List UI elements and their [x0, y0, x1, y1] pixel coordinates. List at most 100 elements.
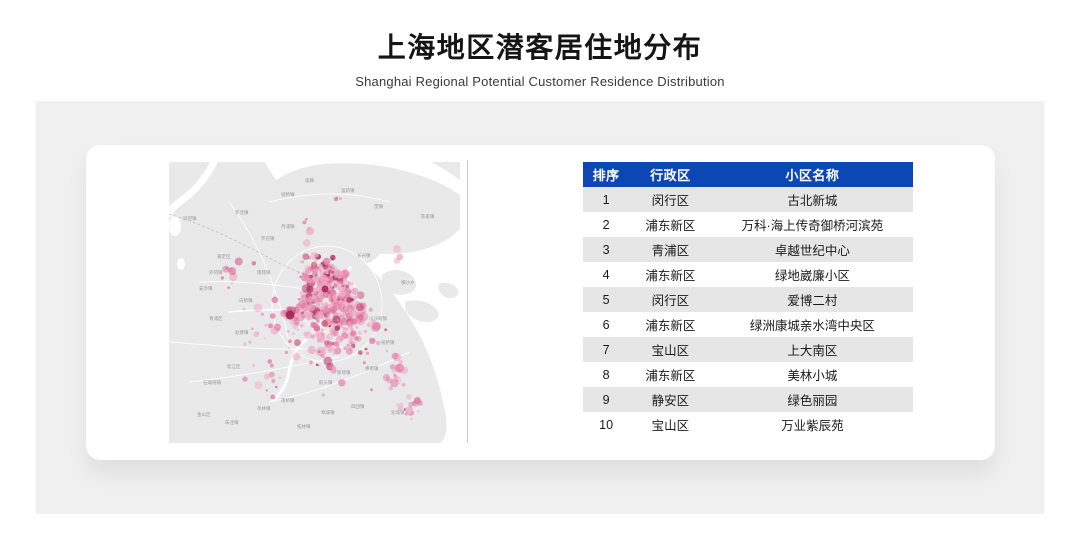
customer-dot — [329, 294, 333, 299]
customer-dot — [347, 309, 351, 313]
customer-dot — [330, 266, 335, 270]
customer-dot — [308, 274, 313, 279]
customer-dot — [389, 364, 396, 370]
customer-dot — [325, 270, 329, 274]
customer-dot — [332, 351, 336, 355]
customer-dot — [300, 259, 304, 264]
table-row: 5 闵行区 爱博二村 — [583, 287, 913, 312]
customer-dot — [353, 336, 359, 341]
customer-dot — [312, 263, 316, 267]
customer-dot — [343, 346, 348, 350]
customer-dot — [345, 348, 353, 355]
customer-dot — [366, 322, 372, 328]
map-label: 罗泾镇 — [235, 209, 249, 216]
customer-dot — [307, 316, 311, 320]
customer-dot — [364, 347, 368, 351]
customer-dot — [393, 245, 401, 253]
district-cell: 浦东新区 — [645, 269, 696, 283]
vertical-divider — [467, 160, 468, 443]
customer-dot — [322, 257, 331, 266]
customer-dot — [297, 297, 301, 301]
customer-dot — [251, 327, 254, 331]
customer-dot — [329, 286, 333, 290]
column-header-1: 行政区 — [629, 162, 712, 187]
customer-dot — [263, 373, 271, 380]
customer-dot — [267, 359, 272, 364]
map-label: 新场镇 — [337, 369, 351, 376]
customer-dot — [329, 330, 333, 334]
customer-dot — [359, 312, 369, 322]
customer-dot — [252, 364, 255, 367]
content-card: 庙镇 城桥镇 竖新镇 堡镇 陈家镇 长兴镇 横沙乡 浏河镇 罗泾镇 罗店镇 月浦镇 嘉定区 外冈镇 安亭镇… — [86, 145, 995, 460]
customer-dot — [401, 382, 406, 387]
customer-dot — [301, 284, 311, 293]
ranking-table-wrap: 排序 行政区 小区名称 1 闵行区 古北新城 2 浦东新区 万科·海上传奇御桥河滨苑 3 青浦区 卓… — [583, 162, 913, 437]
customer-dot — [391, 381, 395, 384]
map-label: 南翔镇 — [257, 269, 271, 276]
customer-dot — [359, 316, 362, 320]
customer-dot — [328, 325, 331, 328]
customer-dot — [300, 311, 304, 315]
map-changxing-island — [333, 246, 380, 266]
customer-dot — [325, 343, 329, 347]
customer-dot — [356, 291, 365, 300]
map-label: 泥城镇 — [391, 409, 405, 416]
map-hengsha-island — [381, 269, 417, 295]
customer-dot — [346, 280, 351, 285]
customer-dot — [340, 294, 344, 297]
customer-dot — [271, 296, 279, 304]
customer-dot — [314, 259, 318, 262]
customer-dot — [342, 284, 345, 288]
customer-dot — [268, 371, 275, 378]
customer-dot — [328, 343, 331, 347]
page-title: 上海地区潜客居住地分布 — [377, 32, 703, 63]
customer-dot — [339, 320, 343, 325]
ranking-table: 排序 行政区 小区名称 1 闵行区 古北新城 2 浦东新区 万科·海上传奇御桥河滨苑 3 青浦区 卓… — [583, 162, 913, 437]
district-cell: 宝山区 — [651, 419, 690, 433]
customer-dot — [332, 301, 342, 311]
customer-dot — [292, 352, 301, 361]
map-label: 金山区 — [197, 411, 211, 418]
customer-dot — [242, 307, 246, 311]
customer-dot — [323, 307, 331, 314]
map-label: 川沙新镇 — [369, 315, 387, 322]
customer-dot — [410, 417, 413, 420]
rank-cell: 4 — [602, 267, 610, 282]
customer-dot — [270, 394, 276, 400]
map-label: 朱泾镇 — [225, 419, 239, 426]
map-shoal — [405, 300, 439, 322]
customer-dot — [312, 293, 319, 300]
district-cell: 静安区 — [651, 394, 690, 408]
community-cell: 卓越世纪中心 — [774, 244, 850, 258]
customer-dot — [346, 294, 349, 297]
map-label: 嘉定区 — [217, 253, 231, 260]
customer-dot — [309, 360, 313, 365]
customer-dot — [350, 282, 354, 286]
map-scatter-dots — [220, 196, 423, 420]
customer-dot — [361, 320, 364, 323]
customer-dot — [318, 350, 321, 353]
customer-dot — [312, 271, 318, 278]
customer-dot — [324, 340, 330, 346]
customer-dot — [417, 400, 423, 406]
customer-dot — [350, 317, 358, 325]
customer-dot — [315, 363, 319, 366]
customer-dot — [316, 297, 322, 303]
rank-cell: 2 — [602, 217, 610, 232]
customer-dot — [395, 403, 398, 406]
customer-dot — [416, 409, 420, 413]
customer-dot — [327, 290, 331, 294]
customer-dot — [248, 340, 252, 344]
district-cell: 宝山区 — [651, 344, 690, 358]
customer-dot — [314, 252, 319, 258]
map-label: 惠南镇 — [365, 365, 379, 372]
customer-dot — [332, 329, 339, 337]
community-cell: 美林小城 — [787, 369, 838, 383]
customer-dot — [356, 303, 365, 312]
customer-dot — [265, 389, 268, 392]
table-header-row: 排序 行政区 小区名称 — [583, 162, 913, 187]
customer-dot — [368, 337, 376, 344]
customer-dot — [318, 313, 322, 316]
rank-cell: 6 — [602, 317, 610, 332]
customer-dot — [302, 253, 310, 260]
